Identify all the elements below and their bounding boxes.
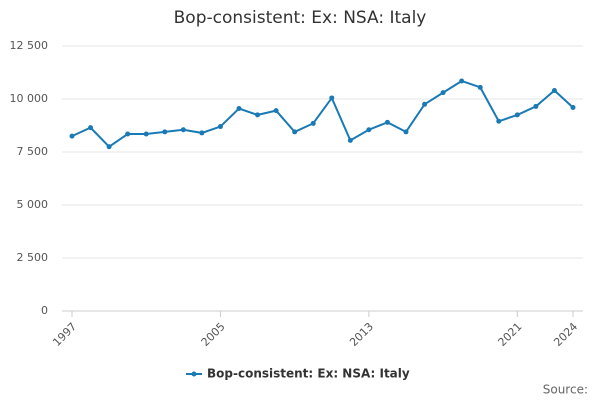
y-tick-label: 10 000	[10, 92, 49, 105]
source: Source:	[543, 383, 588, 397]
point	[199, 130, 205, 136]
point	[292, 129, 298, 135]
y-tick-label: 0	[41, 304, 48, 317]
point	[347, 137, 353, 143]
point	[403, 129, 409, 135]
point	[533, 103, 539, 109]
point	[273, 108, 279, 114]
point	[88, 125, 94, 131]
point	[143, 131, 149, 137]
legend-swatch-point	[191, 371, 197, 377]
point	[69, 133, 75, 139]
point	[329, 95, 335, 101]
point	[477, 84, 483, 90]
point	[125, 131, 131, 137]
x-tick-label: 2024	[551, 320, 580, 349]
chart-title: Bop-consistent: Ex: NSA: Italy	[174, 8, 427, 28]
point	[236, 106, 242, 112]
y-tick-label: 5 000	[17, 198, 49, 211]
point	[162, 129, 168, 135]
y-tick-label: 12 500	[10, 39, 49, 52]
point	[217, 124, 223, 130]
point	[366, 127, 372, 133]
point	[440, 90, 446, 96]
point	[551, 88, 557, 94]
point	[496, 118, 502, 124]
x-tick-label: 2021	[496, 320, 525, 349]
point	[422, 101, 428, 107]
point	[459, 78, 465, 84]
point	[255, 112, 261, 118]
x-tick-label: 2005	[199, 320, 228, 349]
point	[514, 112, 520, 118]
x-tick-label: 1997	[50, 320, 79, 349]
point	[384, 119, 390, 125]
line	[71, 79, 574, 149]
point	[180, 127, 186, 133]
y-tick-label: 2 500	[17, 251, 49, 264]
y-tick-label: 7 500	[17, 145, 49, 158]
point	[310, 120, 316, 126]
point	[106, 144, 112, 150]
x-tick-label: 2013	[347, 320, 376, 349]
point	[570, 104, 576, 110]
legend-label: Bop-consistent: Ex: NSA: Italy	[207, 367, 410, 381]
